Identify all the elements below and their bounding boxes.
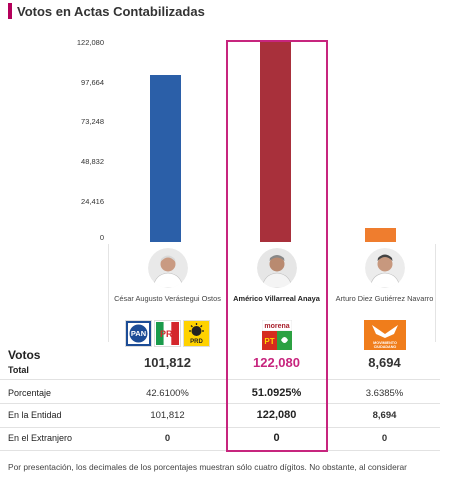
svg-text:MOVIMIENTO: MOVIMIENTO [373,341,397,345]
section-header: Votos en Actas Contabilizadas [8,2,205,20]
column-divider [108,244,109,342]
movimiento-ciudadano-logo: MOVIMIENTO CIUDADANO [363,320,406,350]
y-tick-label: 97,664 [81,78,104,87]
candidate-photo [147,248,188,288]
svg-text:PRI: PRI [160,329,175,339]
row-label-votos: Votos [8,348,41,362]
entity-votes-cell: 122,080 [256,409,297,421]
percentage-cell: 51.0925% [251,387,302,399]
y-tick-label: 0 [99,233,104,242]
row-label-extranjero: En el Extranjero [8,433,73,443]
row-label-porcentaje: Porcentaje [8,388,52,398]
entity-votes-cell: 8,694 [372,410,397,421]
y-tick-label: 24,416 [81,197,104,206]
column-divider [435,244,436,342]
candidate-name: Arturo Diez Gutiérrez Navarro [335,294,434,303]
percentage-cell: 3.6385% [365,388,404,399]
footnote-text: Por presentación, los decimales de los p… [8,462,407,472]
row-label-total: Total [8,365,29,375]
candidate-name: César Augusto Verástegui Ostos [114,294,221,303]
candidate-column-3: Arturo Diez Gutiérrez Navarro MOVIMIENTO… [330,244,439,350]
y-tick-label: 48,832 [81,157,104,166]
total-votes-cell: 101,812 [144,355,191,370]
abroad-votes-cell: 0 [164,433,171,444]
entity-votes-cell: 101,812 [150,410,185,421]
y-tick-label: 122,080 [76,38,104,47]
title-accent-bar [8,3,12,19]
total-votes-cell: 8,694 [368,355,401,370]
row-label-entidad: En la Entidad [8,410,62,420]
abroad-votes-cell: 0 [381,433,388,444]
percentage-cell: 42.6100% [146,388,189,399]
party-logos: MOVIMIENTO CIUDADANO [363,320,406,350]
candidate-photo [256,248,297,288]
row-divider [0,403,440,404]
candidate-name: Américo Villarreal Anaya [233,294,320,303]
svg-text:PT: PT [264,337,274,346]
party-logos: morena PT [261,320,292,350]
row-divider [0,450,440,451]
svg-text:PAN: PAN [131,329,146,338]
candidate-column-2: Américo Villarreal Anaya morena PT [222,244,331,350]
prd-logo: PRD [183,320,210,347]
svg-text:morena: morena [264,323,289,330]
row-divider [0,427,440,428]
page-title: Votos en Actas Contabilizadas [17,3,205,19]
pri-logo: PRI [154,320,181,347]
pan-logo: PAN [125,320,152,347]
svg-text:PRD: PRD [190,339,203,345]
bar-candidate-3 [365,228,396,242]
total-votes-cell: 122,080 [253,355,300,370]
row-divider [0,379,440,380]
y-tick-label: 73,248 [81,117,104,126]
party-logos: PAN PRI PRD [125,320,210,347]
candidate-photo [364,248,405,288]
bar-candidate-2 [260,42,291,242]
abroad-votes-cell: 0 [273,432,280,444]
bar-candidate-1 [150,75,181,242]
bar-chart [108,42,435,242]
candidate-column-1: César Augusto Verástegui Ostos PAN PRI [113,244,222,347]
morena-pt-pvem-logo: morena PT [261,320,292,350]
svg-text:CIUDADANO: CIUDADANO [373,345,396,349]
